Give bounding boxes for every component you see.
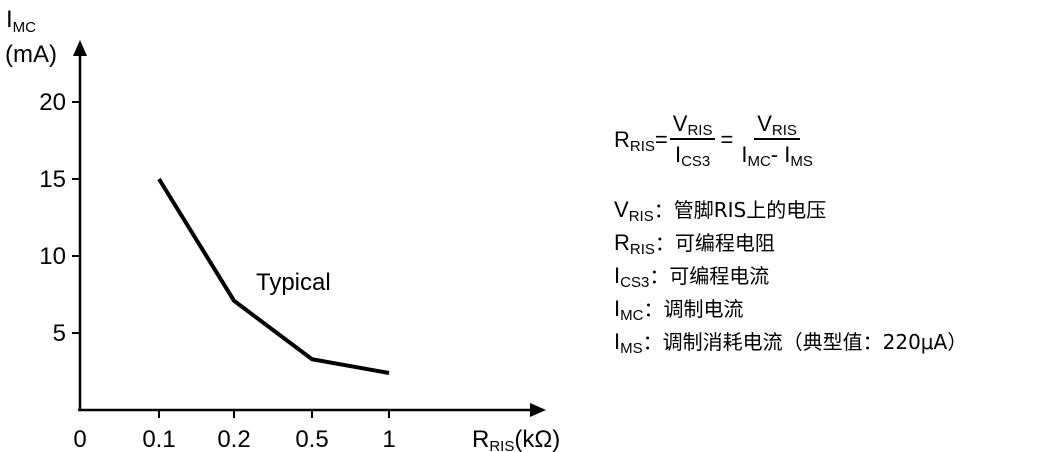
x-tick-label: 0.1 <box>142 426 175 452</box>
equation-lhs: RRIS <box>614 126 655 155</box>
y-axis-unit: (mA) <box>5 41 57 68</box>
line-chart: IMC (mA) RRIS(kΩ) 0 5 10 15 20 0.1 0.2 0.5 1 T… <box>5 6 560 452</box>
x-tick-label: 1 <box>382 426 395 452</box>
definition-rris: RRIS：可编程电阻 <box>614 230 775 258</box>
typical-annotation: Typical <box>256 269 331 296</box>
y-axis-arrow <box>73 40 87 56</box>
equals-sign: = <box>654 126 668 152</box>
rris-equation: RRIS = VRIS ICS3 = VRIS IMC- IMS <box>614 111 818 170</box>
x-tick-label: 0.5 <box>295 426 328 452</box>
definition-vris: VRIS：管脚RIS上的电压 <box>614 197 827 225</box>
x-axis-arrow <box>530 403 546 417</box>
y-axis-label: IMC <box>6 6 36 36</box>
definition-imc: IMC：调制电流 <box>614 296 744 324</box>
y-tick-label: 15 <box>39 166 66 193</box>
fraction-vris-ics3: VRIS ICS3 <box>669 111 716 169</box>
definition-ics3: ICS3：可编程电流 <box>614 263 770 291</box>
y-tick-label: 5 <box>53 320 66 347</box>
x-axis-label: RRIS(kΩ) <box>472 426 560 452</box>
equals-sign-2: = <box>720 126 734 152</box>
definitions-list: VRIS：管脚RIS上的电压 RRIS：可编程电阻 ICS3：可编程电流 IMC… <box>614 193 967 358</box>
definition-ims: IMS：调制消耗电流（典型值：220μA） <box>614 329 968 357</box>
y-tick-label: 10 <box>39 243 66 270</box>
series-line <box>157 177 390 375</box>
y-tick-label: 20 <box>39 89 66 116</box>
x-origin-label: 0 <box>73 426 86 452</box>
x-tick-label: 0.2 <box>217 426 250 452</box>
fraction-vris-imc-ims: VRIS IMC- IMS <box>741 111 813 170</box>
